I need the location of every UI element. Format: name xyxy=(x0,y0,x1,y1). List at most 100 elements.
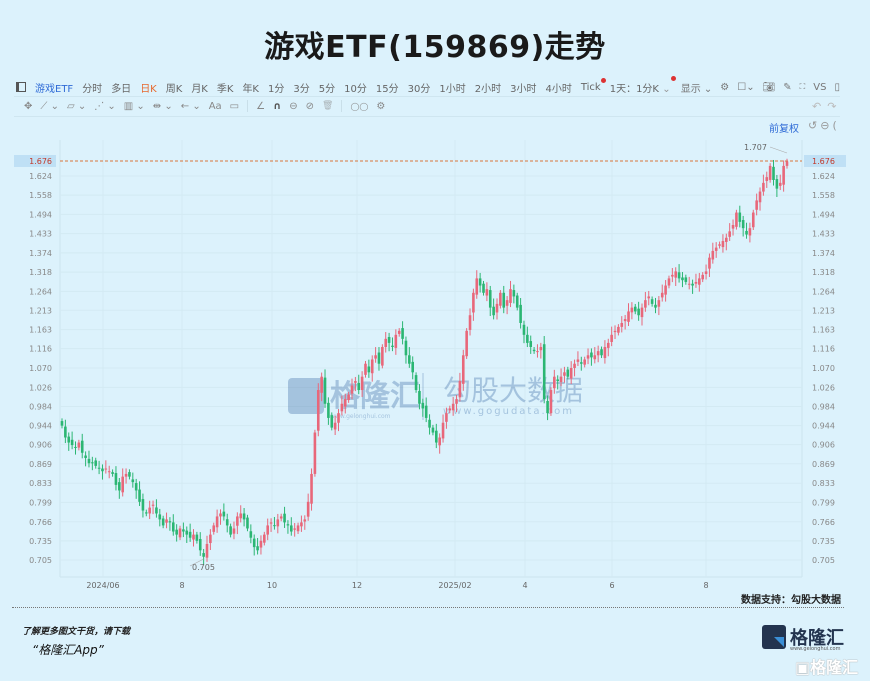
y-tick-label: 0.766 xyxy=(812,518,835,527)
logo-text: 格隆汇 xyxy=(790,628,844,649)
wave-tool-icon[interactable]: ⋰ ⌄ xyxy=(94,100,116,112)
symbol-label[interactable]: 游戏ETF xyxy=(35,83,74,95)
period-yearly[interactable]: 年K xyxy=(242,83,259,95)
min-annotation: 0.705 xyxy=(192,563,215,572)
adjust-mode-button[interactable]: 前复权 xyxy=(769,124,799,135)
x-tick-label: 2025/02 xyxy=(438,581,471,590)
y-tick-label: 0.869 xyxy=(29,460,52,469)
period-1day-label: 1天：1分K xyxy=(609,83,659,95)
y-tick-label: 1.026 xyxy=(29,383,52,392)
period-1min[interactable]: 1分 xyxy=(268,83,285,95)
chart-controls: ↺⊖( xyxy=(808,119,840,132)
panel-icon[interactable]: ▯ xyxy=(834,81,840,93)
shape-glyph: ▱ xyxy=(66,100,75,112)
period-10min[interactable]: 10分 xyxy=(344,83,367,95)
y-tick-label: 1.433 xyxy=(812,230,835,239)
y-tick-label: 1.264 xyxy=(29,287,52,296)
y-tick-label: 1.676 xyxy=(29,157,52,166)
link-icon[interactable]: ◯◯ xyxy=(350,101,369,111)
svg-text:勾股大数据: 勾股大数据 xyxy=(443,374,583,407)
period-4hour[interactable]: 4小时 xyxy=(545,83,572,95)
fullscreen-icon[interactable]: ⛶ xyxy=(799,82,806,91)
vs-button[interactable]: VS xyxy=(813,81,827,93)
period-1day-1min[interactable]: 1天：1分K ⌄ xyxy=(609,75,676,95)
y-tick-label: 0.735 xyxy=(812,537,835,546)
hide-icon[interactable]: ⊘ xyxy=(305,100,314,112)
period-monthly[interactable]: 月K xyxy=(191,83,208,95)
zoom-in-icon[interactable]: ( xyxy=(832,119,840,132)
y-tick-label: 1.116 xyxy=(29,345,52,354)
y-tick-label: 0.705 xyxy=(29,556,52,565)
max-annotation: 1.707 xyxy=(744,143,767,152)
line-tool-icon[interactable]: ⟋ ⌄ xyxy=(40,100,59,112)
y-tick-label: 0.984 xyxy=(29,403,52,412)
move-icon[interactable]: ✥ xyxy=(24,100,33,112)
candles xyxy=(60,158,789,566)
sidebar-toggle-icon[interactable] xyxy=(16,82,26,92)
fib-tool-icon[interactable]: ▥ ⌄ xyxy=(123,100,145,112)
lock-icon[interactable]: ⊖ xyxy=(289,100,298,112)
period-weekly[interactable]: 周K xyxy=(165,83,183,95)
watermark-logo: ▣格隆汇 xyxy=(795,658,859,677)
chevron-down-icon: ⌄ xyxy=(662,83,671,95)
y-tick-label: 1.264 xyxy=(812,287,835,296)
period-15min[interactable]: 15分 xyxy=(375,83,399,95)
y-tick-label: 0.984 xyxy=(812,403,835,412)
period-tick[interactable]: Tick xyxy=(580,77,606,93)
period-daily[interactable]: 日K xyxy=(140,83,157,95)
y-tick-label: 0.944 xyxy=(812,422,835,431)
period-3min[interactable]: 3分 xyxy=(293,83,310,95)
y-tick-label: 1.026 xyxy=(812,383,835,392)
x-tick-label: 10 xyxy=(267,581,277,590)
separator xyxy=(341,100,343,112)
min-annotation-line xyxy=(189,558,204,567)
pencil-icon[interactable]: ✎ xyxy=(783,81,792,93)
period-fenshi[interactable]: 分时 xyxy=(82,83,103,95)
dotted-divider xyxy=(12,607,844,608)
display-dropdown[interactable]: 显示 ⌄ xyxy=(680,83,713,95)
period-1hour[interactable]: 1小时 xyxy=(439,83,466,95)
comment-tool-icon[interactable]: ▭ xyxy=(229,100,240,112)
x-tick-label: 2024/06 xyxy=(86,581,119,590)
y-tick-label: 1.374 xyxy=(812,249,835,258)
arrow-tool-icon[interactable]: ← ⌄ xyxy=(180,100,201,112)
y-tick-label: 1.558 xyxy=(812,191,835,200)
wave-glyph: ⋰ xyxy=(94,100,105,112)
x-tick-label: 8 xyxy=(179,581,184,590)
y-tick-label: 1.116 xyxy=(812,345,835,354)
y-tick-label: 1.624 xyxy=(812,172,835,181)
redo-icon[interactable]: ↷ xyxy=(827,100,843,113)
trash-icon[interactable]: 🗑 xyxy=(322,101,334,111)
toolbar-right: 显示 ⌄ ⚙ ☐⌄ 📷︎ ✎ ⛶ VS ▯ xyxy=(681,80,840,95)
measure-tool-icon[interactable]: ⇹ ⌄ xyxy=(152,100,173,112)
y-tick-label: 1.163 xyxy=(29,326,52,335)
period-quarterly[interactable]: 季K xyxy=(216,83,234,95)
tick-label: Tick xyxy=(580,81,601,93)
undo-icon[interactable]: ↶ xyxy=(812,100,828,113)
square-icon[interactable]: ☐⌄ xyxy=(737,81,755,93)
y-tick-label: 0.944 xyxy=(29,422,52,431)
magnet-icon[interactable]: ∩ xyxy=(273,100,282,112)
reset-icon[interactable]: ↺ xyxy=(808,119,821,132)
zoom-out-icon[interactable]: ⊖ xyxy=(820,119,833,132)
gear-icon[interactable]: ⚙ xyxy=(720,81,730,93)
y-tick-label: 1.494 xyxy=(29,210,52,219)
period-5min[interactable]: 5分 xyxy=(318,83,336,95)
shape-tool-icon[interactable]: ▱ ⌄ xyxy=(66,100,87,112)
candlestick-chart[interactable]: 1.676 1.676 1.624 1.624 1.558 1.558 1.494 1.494… xyxy=(0,0,870,610)
settings-icon[interactable]: ⚙ xyxy=(376,100,386,112)
period-3hour[interactable]: 3小时 xyxy=(510,83,537,95)
y-tick-label: 1.318 xyxy=(812,268,835,277)
text-tool-icon[interactable]: Aa xyxy=(208,100,222,112)
line-glyph: ⟋ xyxy=(40,100,48,112)
y-tick-label: 0.906 xyxy=(812,441,835,450)
angle-tool-icon[interactable]: ∠ xyxy=(256,100,266,112)
period-2hour[interactable]: 2小时 xyxy=(474,83,502,95)
y-tick-label: 1.318 xyxy=(29,268,52,277)
y-tick-label: 1.213 xyxy=(29,306,52,315)
y-tick-label: 1.070 xyxy=(812,364,835,373)
camera-icon[interactable]: 📷︎ xyxy=(762,81,776,93)
y-tick-label: 1.494 xyxy=(812,210,835,219)
period-multiday[interactable]: 多日 xyxy=(111,83,132,95)
period-30min[interactable]: 30分 xyxy=(407,83,431,95)
